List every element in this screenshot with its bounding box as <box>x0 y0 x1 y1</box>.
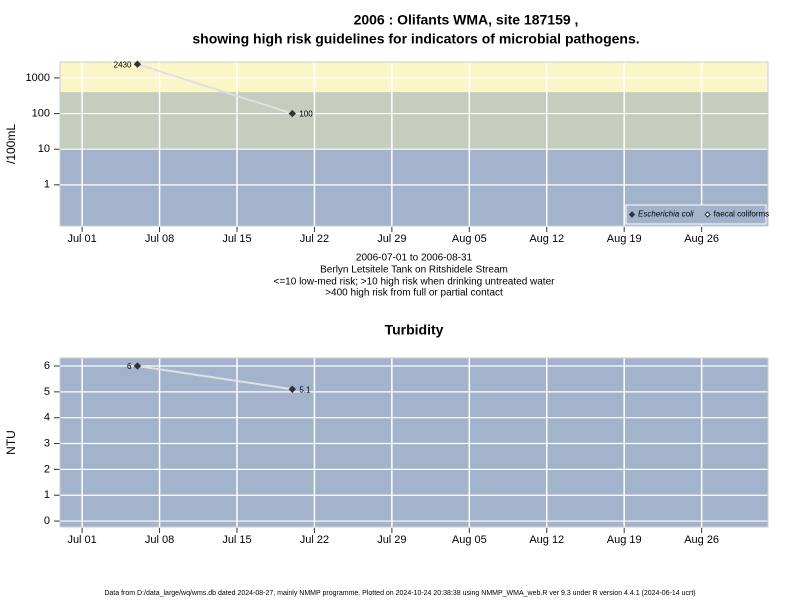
y-axis-label: NTU <box>4 430 18 455</box>
series-line <box>137 63 293 115</box>
caption: 2006-07-01 to 2006-08-31 <box>356 253 473 264</box>
y-tick-label: 4 <box>44 412 50 424</box>
x-tick-label: Jul 29 <box>377 534 406 546</box>
footer: Data from D:/data_large/wq/wms.db dated … <box>104 590 695 597</box>
value-label: 100 <box>299 110 313 119</box>
legend-marker <box>628 211 636 218</box>
series-line <box>137 365 293 391</box>
x-tick-label: Aug 12 <box>529 534 564 546</box>
data-point <box>288 385 297 393</box>
legend-label: Escherichia coli <box>638 210 694 219</box>
data-point <box>133 60 142 68</box>
x-tick-label: Jul 22 <box>300 534 329 546</box>
x-tick-label: Aug 12 <box>529 233 564 245</box>
plot-background <box>60 358 768 527</box>
x-tick-label: Jul 29 <box>377 233 406 245</box>
y-tick-label: 100 <box>32 107 50 119</box>
value-label: 2430 <box>114 60 132 69</box>
caption: <=10 low-med risk; >10 high risk when dr… <box>274 277 556 288</box>
y-tick-label: 1000 <box>26 72 50 84</box>
x-tick-label: Jul 08 <box>145 534 174 546</box>
caption: Berlyn Letsitele Tank on Ritshidele Stre… <box>320 265 508 276</box>
y-tick-label: 3 <box>44 437 50 449</box>
y-tick-label: 2 <box>44 463 50 475</box>
plot-frame <box>59 357 769 528</box>
y-tick-label: 1 <box>44 179 50 191</box>
x-tick-label: Aug 26 <box>684 233 719 245</box>
x-tick-label: Jul 01 <box>67 534 96 546</box>
value-label: 5.1 <box>299 385 311 394</box>
chart-title: showing high risk guidelines for indicat… <box>192 31 639 47</box>
x-tick-label: Aug 19 <box>607 233 642 245</box>
x-tick-label: Jul 15 <box>222 233 251 245</box>
x-tick-label: Aug 05 <box>452 534 487 546</box>
y-tick-label: 10 <box>38 143 50 155</box>
x-tick-label: Jul 15 <box>222 534 251 546</box>
x-tick-label: Aug 05 <box>452 233 487 245</box>
chart-title: 2006 : Olifants WMA, site 187159 , <box>354 12 579 28</box>
y-tick-label: 5 <box>44 386 50 398</box>
x-tick-label: Jul 08 <box>145 233 174 245</box>
legend-label: faecal coliforms <box>714 210 770 219</box>
legend-marker <box>704 211 711 218</box>
data-point <box>133 362 142 370</box>
legend-box <box>625 204 767 225</box>
panel-title: Turbidity <box>385 322 444 338</box>
x-tick-label: Aug 19 <box>607 534 642 546</box>
x-tick-label: Aug 26 <box>684 534 719 546</box>
x-tick-label: Jul 01 <box>67 233 96 245</box>
y-tick-label: 1 <box>44 489 50 501</box>
y-tick-label: 0 <box>44 515 50 527</box>
y-tick-label: 6 <box>44 360 50 372</box>
y-axis-label: /100mL <box>4 124 18 164</box>
value-label: 6 <box>127 362 132 371</box>
risk-band <box>60 62 768 93</box>
plot-frame <box>59 61 769 227</box>
caption: >400 high risk from full or partial cont… <box>325 288 503 299</box>
x-tick-label: Jul 22 <box>300 233 329 245</box>
data-point <box>288 109 297 118</box>
